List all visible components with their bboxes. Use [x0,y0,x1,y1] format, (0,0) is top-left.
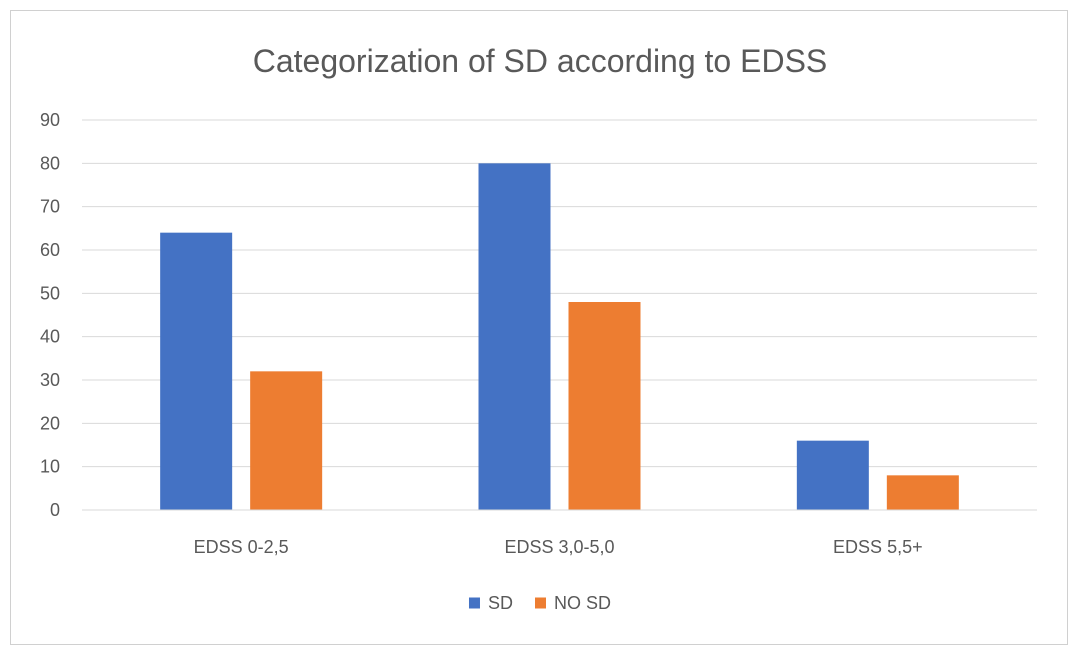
bar-sd [478,163,551,511]
bar-no-sd [886,475,959,510]
y-tick-label: 80 [40,153,60,173]
legend-label: NO SD [554,593,611,613]
chart-title: Categorization of SD according to EDSS [253,43,828,79]
legend-label: SD [488,593,513,613]
y-tick-label: 10 [40,457,60,477]
bars [82,163,1037,511]
y-tick-label: 40 [40,327,60,347]
y-tick-label: 20 [40,413,60,433]
x-axis-ticks: EDSS 0-2,5 EDSS 3,0-5,0 EDSS 5,5+ [194,537,923,557]
y-tick-label: 30 [40,370,60,390]
bar-sd [796,440,869,510]
legend-swatch-sd [468,597,480,609]
x-tick-label: EDSS 0-2,5 [194,537,289,557]
bar-no-sd [568,302,641,510]
y-tick-label: 0 [50,500,60,520]
legend-swatch-no-sd [535,597,546,609]
y-tick-label: 70 [40,197,60,217]
bar-sd [160,232,233,510]
y-tick-label: 60 [40,240,60,260]
x-tick-label: EDSS 5,5+ [833,537,923,557]
y-tick-label: 90 [40,110,60,130]
x-tick-label: EDSS 3,0-5,0 [504,537,614,557]
y-axis-ticks: 0 10 20 30 40 50 60 70 80 90 [40,110,60,520]
bar-no-sd [250,371,323,510]
y-tick-label: 50 [40,283,60,303]
legend: SD NO SD [468,593,611,613]
